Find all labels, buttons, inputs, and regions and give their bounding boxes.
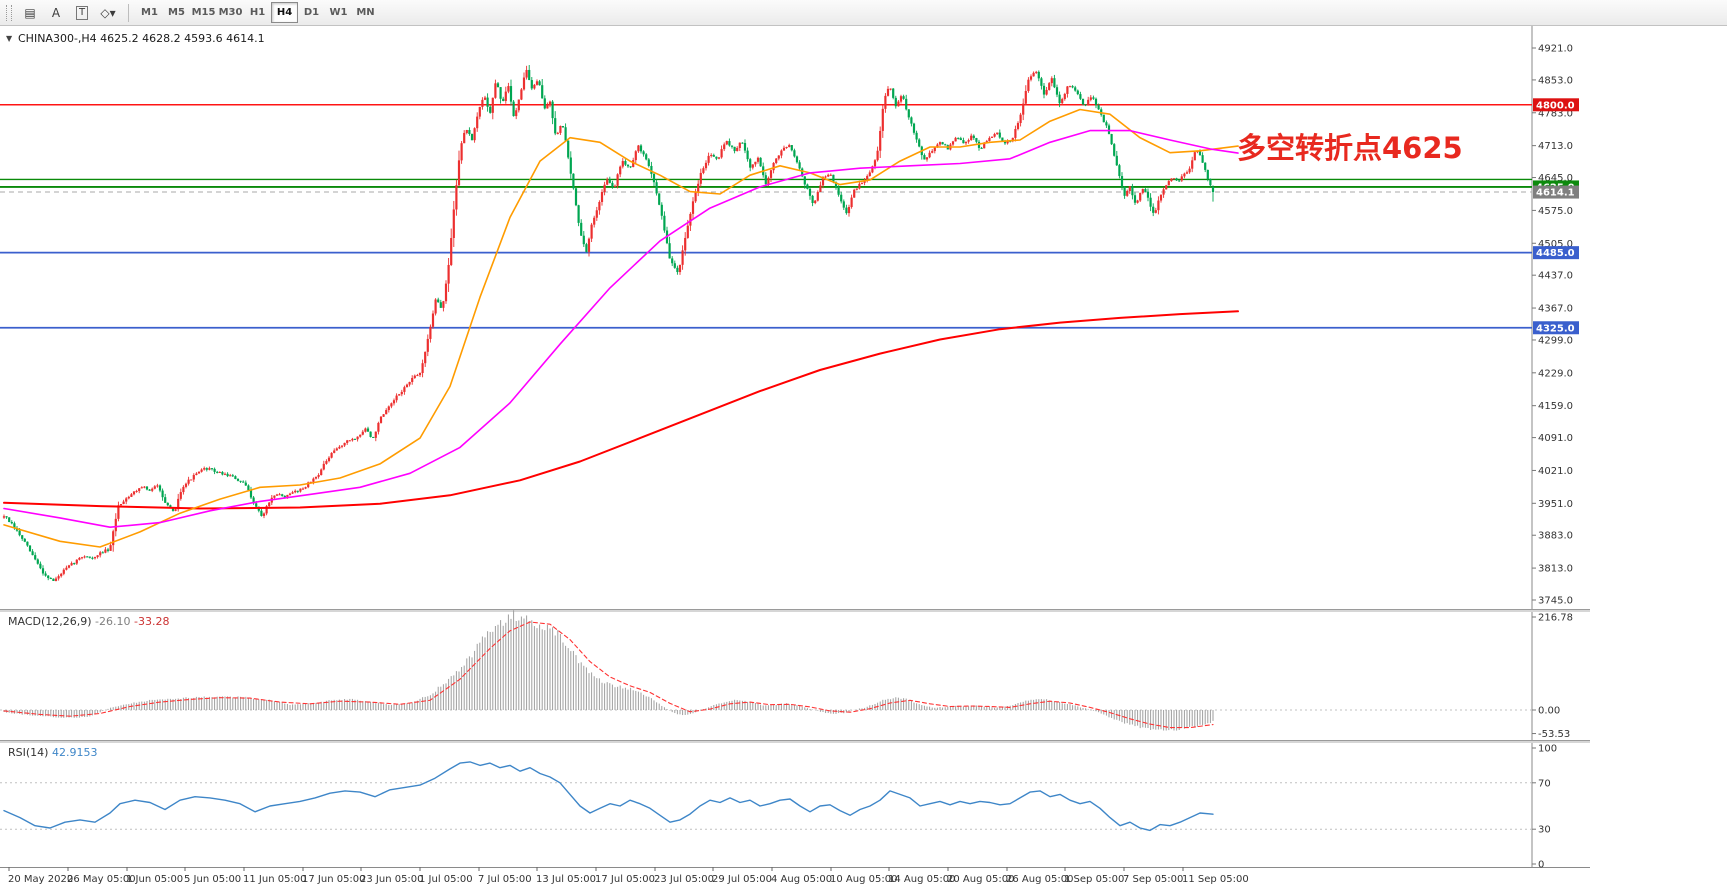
price-tick: 4575.0: [1538, 206, 1573, 217]
chart-canvas[interactable]: 4921.0 4853.0 4783.0 4713.0 4645.0 4575.0 4505…: [0, 26, 1727, 890]
price-badge-4800.0: [1533, 98, 1579, 112]
time-label: 5 Jun 05:00: [184, 874, 241, 885]
price-tick: 4437.0: [1538, 271, 1573, 282]
timeframe-button-d1[interactable]: D1: [303, 7, 320, 18]
shapes-dropdown-glyph: ◇▾: [100, 5, 116, 20]
chart-annotation-text[interactable]: 多空转折点4625: [1237, 131, 1463, 165]
price-tick: 4159.0: [1538, 401, 1573, 412]
svg-text:0.00: 0.00: [1538, 706, 1560, 717]
price-tick: 3883.0: [1538, 531, 1573, 542]
svg-text:4485.0: 4485.0: [1536, 248, 1575, 259]
drawing-tools-group: ▤ A T ◇▾: [17, 2, 121, 24]
time-label: 1 Jul 05:00: [419, 874, 473, 885]
time-label: 17 Jun 05:00: [302, 874, 366, 885]
timeframe-button-m30[interactable]: M30: [218, 7, 243, 18]
toolbar-grip[interactable]: [6, 4, 12, 21]
time-label: 29 Jul 05:00: [712, 874, 772, 885]
price-tick: 4853.0: [1538, 75, 1573, 86]
price-tick: 4299.0: [1538, 335, 1573, 346]
time-label: 17 Jul 05:00: [595, 874, 655, 885]
objects-grid-glyph: ▤: [24, 5, 36, 20]
collapse-arrow-icon[interactable]: ▼: [6, 34, 13, 43]
svg-text:216.78: 216.78: [1538, 613, 1573, 624]
time-label: 7 Sep 05:00: [1123, 874, 1183, 885]
moving-averages: [3, 108, 1239, 548]
time-label: 1 Sep 05:00: [1064, 874, 1124, 885]
macd-panel[interactable]: MACD(12,26,9) -26.10 -33.28 216.78 0.00 -53…: [0, 610, 1573, 740]
price-tick: 4229.0: [1538, 368, 1573, 379]
svg-text:4325.0: 4325.0: [1536, 323, 1575, 334]
objects-grid-icon[interactable]: ▤: [18, 2, 42, 24]
price-badge-4614.1: [1533, 185, 1579, 199]
svg-text:4614.1: 4614.1: [1536, 188, 1575, 199]
price-tick: 4021.0: [1538, 466, 1573, 477]
time-label: 26 Aug 05:00: [1006, 874, 1073, 885]
price-tick: 3951.0: [1538, 499, 1573, 510]
svg-text:70: 70: [1538, 778, 1551, 789]
timeframe-button-h4[interactable]: H4: [271, 2, 298, 23]
svg-text:4800.0: 4800.0: [1536, 100, 1575, 111]
time-label: 13 Jul 05:00: [536, 874, 596, 885]
time-label: 11 Jun 05:00: [243, 874, 307, 885]
price-badge-4325.0: [1533, 321, 1579, 335]
timeframe-button-h1[interactable]: H1: [249, 7, 266, 18]
text-label-icon[interactable]: A: [44, 2, 68, 24]
timeframe-button-m1[interactable]: M1: [141, 7, 158, 18]
time-label: 26 May 05:00: [67, 874, 136, 885]
symbol-ohlc-title: CHINA300-,H4 4625.2 4628.2 4593.6 4614.1: [18, 32, 265, 45]
price-tick: 3813.0: [1538, 564, 1573, 575]
price-tick: 4783.0: [1538, 108, 1573, 119]
price-tick: 4505.0: [1538, 239, 1573, 250]
price-tick: 4367.0: [1538, 304, 1573, 315]
price-level-lines[interactable]: [0, 104, 1532, 329]
time-label: 20 Aug 05:00: [947, 874, 1014, 885]
price-tick: 4645.0: [1538, 173, 1573, 184]
shapes-dropdown-icon[interactable]: ◇▾: [96, 2, 120, 24]
time-label: 7 Jul 05:00: [478, 874, 532, 885]
toolbar-separator: [128, 3, 129, 22]
timeframe-button-mn[interactable]: MN: [356, 7, 375, 18]
time-label: 4 Aug 05:00: [771, 874, 832, 885]
timeframe-button-m5[interactable]: M5: [168, 7, 185, 18]
text-tool-glyph: T: [75, 5, 89, 20]
price-tick: 4091.0: [1538, 433, 1573, 444]
time-label: 20 May 2020: [8, 874, 73, 885]
time-label: 1 Jun 05:00: [126, 874, 183, 885]
chart-titles: ▼ CHINA300-,H4 4625.2 4628.2 4593.6 4614.…: [6, 32, 1463, 165]
time-label: 10 Aug 05:00: [830, 874, 897, 885]
time-label: 14 Aug 05:00: [888, 874, 955, 885]
svg-text:30: 30: [1538, 825, 1551, 836]
timeframe-button-w1[interactable]: W1: [329, 7, 348, 18]
rsi-label: RSI(14) 42.9153: [8, 746, 97, 759]
price-tick: 4921.0: [1538, 44, 1573, 55]
time-label: 23 Jun 05:00: [360, 874, 424, 885]
text-label-glyph: A: [51, 5, 61, 20]
price-scale[interactable]: 4921.0 4853.0 4783.0 4713.0 4645.0 4575.0 4505…: [1532, 44, 1579, 607]
svg-text:-53.53: -53.53: [1538, 729, 1570, 740]
time-label: 23 Jul 05:00: [654, 874, 714, 885]
macd-label: MACD(12,26,9) -26.10 -33.28: [8, 615, 169, 628]
svg-text:0: 0: [1538, 860, 1544, 871]
timeframe-button-m15[interactable]: M15: [191, 7, 216, 18]
price-tick: 4713.0: [1538, 141, 1573, 152]
timeframe-buttons: M1 M5 M15 M30 H1 H4 D1 W1 MN: [136, 2, 379, 23]
toolbar: ▤ A T ◇▾ M1 M5 M15 M30 H1 H4 D1 W1 MN: [0, 0, 1727, 26]
price-badge-4485.0: [1533, 246, 1579, 260]
text-tool-icon[interactable]: T: [70, 2, 94, 24]
time-label: 11 Sep 05:00: [1182, 874, 1249, 885]
price-tick: 3745.0: [1538, 596, 1573, 607]
svg-text:100: 100: [1538, 744, 1557, 755]
candles-layer[interactable]: [2, 64, 1215, 582]
rsi-panel[interactable]: RSI(14) 42.9153 100 70 30 0: [0, 744, 1557, 871]
